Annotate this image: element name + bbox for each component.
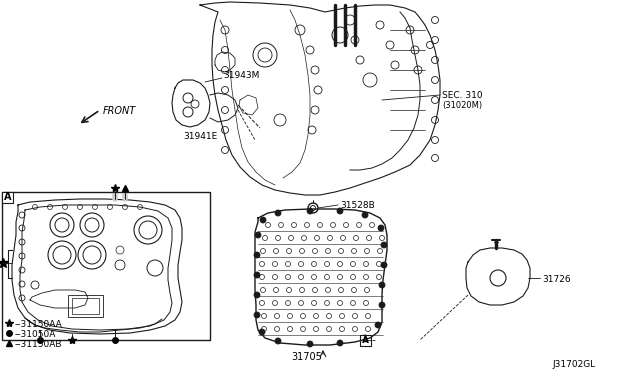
Circle shape [362, 335, 368, 341]
Text: --31150AB: --31150AB [15, 340, 63, 349]
Text: --31050A: --31050A [15, 330, 56, 339]
Bar [2, 192, 13, 203]
Circle shape [381, 242, 387, 248]
Circle shape [254, 292, 260, 298]
Circle shape [362, 212, 368, 218]
Circle shape [307, 208, 313, 214]
Text: A: A [4, 192, 12, 202]
Circle shape [254, 312, 260, 318]
Circle shape [337, 208, 343, 214]
Text: 31528B: 31528B [340, 201, 375, 210]
Text: 31943M: 31943M [223, 71, 259, 80]
Text: 31726: 31726 [542, 275, 571, 284]
Text: SEC. 310: SEC. 310 [442, 91, 483, 100]
Circle shape [375, 322, 381, 328]
Circle shape [379, 282, 385, 288]
Circle shape [337, 340, 343, 346]
Circle shape [259, 329, 265, 335]
Text: J31702GL: J31702GL [552, 360, 595, 369]
Circle shape [275, 338, 281, 344]
Text: (31020M): (31020M) [442, 101, 482, 110]
Text: 31941E: 31941E [183, 132, 217, 141]
Text: --31150AA: --31150AA [15, 320, 63, 329]
Text: FRONT: FRONT [103, 106, 136, 116]
Bar [2, 192, 210, 340]
Bar [68, 295, 103, 317]
Text: A: A [362, 336, 369, 345]
Circle shape [275, 210, 281, 216]
Bar [72, 298, 99, 314]
Bar [360, 335, 371, 346]
Circle shape [378, 225, 384, 231]
Circle shape [255, 232, 261, 238]
Circle shape [381, 262, 387, 268]
Circle shape [379, 302, 385, 308]
Circle shape [254, 272, 260, 278]
Text: 31705: 31705 [291, 352, 322, 362]
Circle shape [307, 341, 313, 347]
Circle shape [254, 252, 260, 258]
Circle shape [260, 217, 266, 223]
